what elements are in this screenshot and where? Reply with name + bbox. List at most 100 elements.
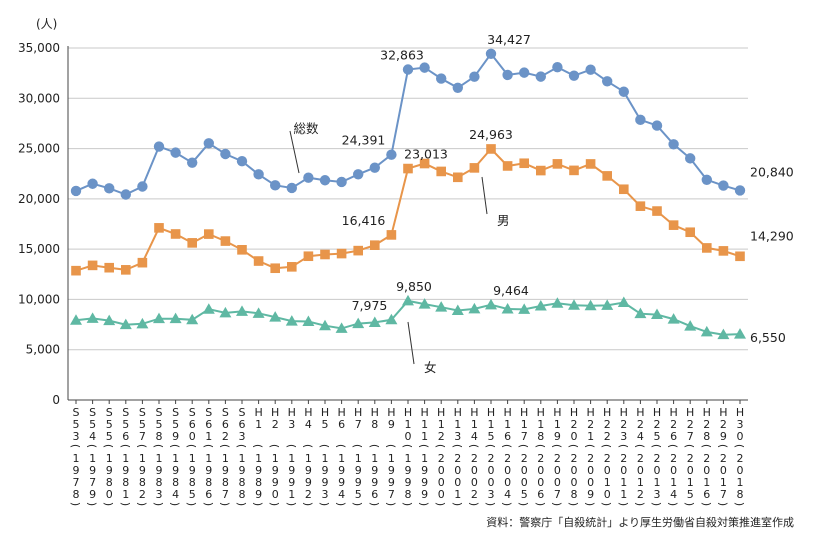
x-category-year-char: 2 (471, 452, 478, 465)
series-1-point (353, 245, 363, 256)
x-category-era-char: 4 (89, 430, 96, 443)
series-1-point (569, 165, 579, 176)
x-category-paren-open: ( (534, 444, 547, 448)
x-category-year-char: 8 (139, 476, 146, 489)
x-category-era-char: 6 (222, 418, 229, 431)
x-category-paren-close: ) (202, 502, 215, 506)
x-category-year-char: 1 (272, 452, 279, 465)
x-category-year-char: 0 (654, 464, 661, 477)
x-category-paren-open: ( (484, 444, 497, 448)
series-2-point (534, 300, 547, 311)
series-label-leader (407, 321, 415, 365)
x-category-year-char: 3 (156, 488, 163, 501)
x-category-era-char: S (239, 406, 246, 419)
x-category-year-char: 9 (239, 464, 246, 477)
series-0-point (120, 189, 131, 200)
x-category-paren-open: ( (368, 444, 381, 448)
x-category-era-char: 6 (122, 430, 129, 443)
x-category-era-char: 2 (604, 430, 611, 443)
x-category-year-char: 6 (371, 488, 378, 501)
x-category-era-char: 5 (172, 418, 179, 431)
x-category-era-char: 5 (89, 418, 96, 431)
x-category-year-char: 1 (604, 476, 611, 489)
x-category-year-char: 1 (405, 452, 412, 465)
x-category-year-char: 1 (239, 452, 246, 465)
x-category-paren-close: ) (650, 502, 663, 506)
series-1-point (619, 184, 629, 195)
series-1-point (170, 229, 181, 239)
x-category-year-char: 2 (637, 452, 644, 465)
x-category-year-char: 0 (554, 464, 561, 477)
x-category-year-char: 9 (338, 464, 345, 477)
x-category-era-char: S (205, 406, 212, 419)
x-category-era-char: 1 (471, 418, 478, 431)
x-category-era-char: 2 (670, 418, 677, 431)
x-category-era-char: 9 (554, 430, 561, 443)
x-category-year-char: 7 (720, 488, 727, 501)
x-category-era-char: 3 (737, 418, 744, 431)
x-category-paren-close: ) (418, 502, 431, 506)
x-category-paren-close: ) (501, 502, 514, 506)
x-category-paren-close: ) (550, 502, 563, 506)
x-category-era-char: H (669, 406, 677, 419)
x-category-year-char: 2 (587, 452, 594, 465)
x-category-era-char: S (73, 406, 80, 419)
series-1-point (386, 230, 397, 240)
series-label-leader (289, 130, 300, 174)
x-category-paren-close: ) (351, 502, 364, 506)
series-2-point (352, 317, 365, 329)
x-category-year-char: 0 (604, 488, 611, 501)
x-category-era-char: 4 (471, 430, 478, 443)
x-category-year-char: 2 (305, 488, 312, 501)
x-category-year-char: 1 (106, 452, 113, 465)
x-category-year-char: 8 (73, 488, 80, 501)
series-2-point (501, 302, 514, 314)
series-markers (70, 48, 746, 340)
series-1-point (419, 158, 430, 169)
series-0-point (70, 185, 82, 197)
series-2-point (186, 313, 199, 325)
x-category-paren-open: ( (152, 444, 165, 448)
y-tick-label: 20,000 (18, 192, 60, 206)
series-0-point (187, 157, 198, 168)
x-category-paren-close: ) (484, 502, 497, 506)
x-category-era-char: S (122, 406, 129, 419)
x-category-paren-open: ( (185, 444, 198, 448)
x-category-era-char: H (520, 406, 528, 419)
x-category-era-char: 0 (405, 430, 412, 443)
series-2-point (568, 299, 580, 310)
x-category-year-char: 2 (521, 452, 528, 465)
series-0-point (319, 175, 331, 186)
axes: 0 5,000 10,000 15,000 20,000 25,000 30,000 35,0… (18, 41, 748, 506)
x-category-year-char: 9 (89, 488, 96, 501)
series-1-point (204, 229, 214, 239)
series-2-point (684, 320, 697, 331)
x-category-era-char: H (636, 406, 644, 419)
series-2-point (269, 311, 282, 322)
y-tick-label: 0 (52, 393, 60, 407)
x-category-era-char: 1 (405, 418, 412, 431)
x-category-year-char: 9 (73, 464, 80, 477)
x-category-year-char: 6 (703, 488, 710, 501)
x-category-year-char: 0 (471, 464, 478, 477)
x-category-paren-close: ) (584, 502, 597, 506)
x-category-era-char: H (354, 406, 362, 419)
x-category-era-char: 9 (720, 430, 727, 443)
x-category-year-char: 0 (488, 464, 495, 477)
x-category-paren-close: ) (534, 502, 547, 506)
series-name-label: 総数 (293, 121, 319, 136)
x-category-paren-close: ) (301, 502, 314, 506)
data-label: 32,863 (380, 47, 424, 62)
data-label: 20,840 (750, 164, 794, 179)
series-2-point (518, 303, 531, 314)
series-2-point (169, 312, 182, 324)
x-category-paren-open: ( (335, 444, 348, 448)
x-category-era-char: 1 (421, 418, 428, 431)
